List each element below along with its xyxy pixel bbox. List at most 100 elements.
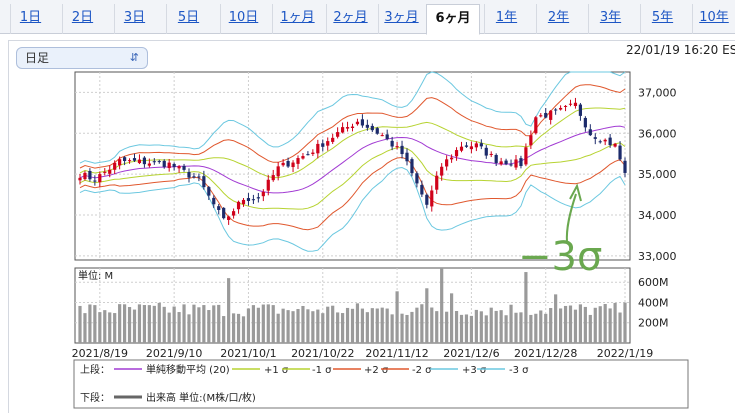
candle-body — [593, 137, 597, 139]
volume-bar — [598, 306, 602, 343]
candle-body — [316, 143, 320, 154]
candle-body — [197, 176, 201, 178]
legend-item-label: +2 σ — [364, 365, 389, 376]
legend-volume-label: 出来高 単位:(M株/口/枚) — [146, 391, 256, 404]
legend-lower-label: 下段： — [80, 391, 110, 404]
candle-body — [613, 143, 617, 147]
volume-bar — [197, 307, 201, 343]
candle-body — [583, 117, 587, 128]
volume-bar — [459, 314, 464, 343]
candle — [469, 141, 474, 154]
interval-select[interactable]: 日足 ⇵ — [16, 47, 148, 69]
candle-body — [271, 175, 275, 181]
volume-bar — [296, 309, 300, 343]
candle — [147, 158, 151, 168]
candle-body — [336, 132, 340, 137]
candle-body — [370, 125, 374, 131]
tab-10-day[interactable]: 10日 — [220, 4, 266, 34]
tab-3-day[interactable]: 3日 — [114, 4, 154, 34]
tab-1-year[interactable]: 1年 — [484, 4, 528, 34]
volume-unit-label: 単位: M — [78, 269, 113, 282]
tab-2-year[interactable]: 2年 — [536, 4, 580, 34]
tab-2-day[interactable]: 2日 — [62, 4, 102, 34]
volume-bar — [380, 307, 384, 343]
price-chart: 33,000 34,000 35,000 36,000 37,000 — [74, 71, 677, 263]
candle — [192, 172, 196, 179]
price-tick-label: 37,000 — [638, 86, 677, 99]
volume-bar — [469, 315, 474, 343]
candle-body — [603, 139, 607, 142]
volume-bar — [573, 309, 578, 343]
volume-bar — [563, 305, 568, 343]
tab-5-year[interactable]: 5年 — [640, 4, 684, 34]
candle-body — [400, 145, 404, 155]
volume-bar — [261, 304, 265, 343]
volume-bar — [454, 310, 459, 343]
volume-bar — [222, 316, 226, 343]
volume-bar — [127, 307, 132, 343]
candle — [588, 124, 592, 137]
candle-body — [410, 159, 414, 174]
volume-bar — [489, 307, 493, 343]
candle — [479, 139, 483, 150]
candle — [78, 174, 82, 185]
volume-bar — [336, 312, 340, 343]
candle-body — [365, 124, 369, 128]
volume-bar — [385, 308, 389, 343]
tab-5-day[interactable]: 5日 — [166, 4, 210, 34]
legend-box — [73, 359, 689, 409]
volume-bar — [217, 304, 221, 343]
candle-body — [499, 161, 503, 165]
arrow-head-icon — [569, 183, 582, 202]
candle-body — [563, 105, 568, 107]
volume-bar — [132, 309, 137, 343]
candle — [430, 185, 434, 212]
candle — [336, 127, 340, 139]
price-tick-label: 35,000 — [638, 168, 677, 181]
candle-body — [246, 198, 251, 201]
volume-bar — [331, 305, 335, 343]
volume-chart: 単位: M 200M 400M 600M 2021/8/19 2021/9/10 2021/… — [72, 267, 669, 360]
volume-bar — [578, 304, 583, 343]
candle — [504, 158, 508, 166]
candle-body — [177, 166, 181, 169]
tab-2-month[interactable]: 2ヶ月 — [326, 4, 374, 34]
candle — [316, 139, 320, 159]
candle — [157, 159, 161, 164]
candle — [484, 145, 488, 159]
volume-bar — [236, 313, 241, 343]
volume-bar — [554, 294, 558, 343]
tab-6-month[interactable]: 6ヶ月 — [426, 4, 480, 35]
candle — [182, 163, 186, 172]
candle-body — [137, 159, 142, 164]
candle — [231, 208, 236, 219]
period-tab-bar: 1日 2日 3日 5日 10日 1ヶ月 2ヶ月 3ヶ月 6ヶ月 1年 2年 3年… — [0, 0, 735, 35]
candle — [88, 168, 92, 182]
volume-bar — [405, 314, 409, 343]
volume-bar — [425, 288, 429, 343]
tab-1-month[interactable]: 1ヶ月 — [272, 4, 322, 34]
interval-select-value: 日足 — [25, 51, 50, 65]
candle — [554, 108, 558, 115]
candle — [227, 215, 231, 225]
candle — [390, 136, 394, 151]
volume-bar — [583, 306, 587, 343]
volume-bar — [464, 314, 469, 343]
candle-body — [420, 184, 424, 195]
candle — [489, 151, 493, 158]
candle-body — [326, 141, 330, 146]
candle-body — [222, 207, 226, 219]
tab-10-year[interactable]: 10年 — [692, 4, 735, 34]
volume-bar — [449, 293, 454, 343]
candle-body — [83, 172, 87, 180]
candle-body — [172, 163, 176, 167]
candle-body — [623, 160, 627, 173]
legend-item-label: -2 σ — [412, 365, 432, 376]
candle — [549, 109, 553, 125]
candle — [494, 153, 498, 167]
price-plot-frame — [74, 71, 631, 261]
tab-1-day[interactable]: 1日 — [10, 4, 50, 34]
tab-3-month[interactable]: 3ヶ月 — [378, 4, 424, 34]
candle — [241, 198, 246, 207]
tab-3-year[interactable]: 3年 — [588, 4, 632, 34]
